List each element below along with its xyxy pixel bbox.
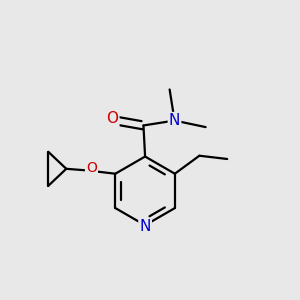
Text: O: O (106, 111, 119, 126)
Text: N: N (140, 219, 151, 234)
Text: N: N (169, 113, 180, 128)
Text: O: O (86, 161, 97, 175)
